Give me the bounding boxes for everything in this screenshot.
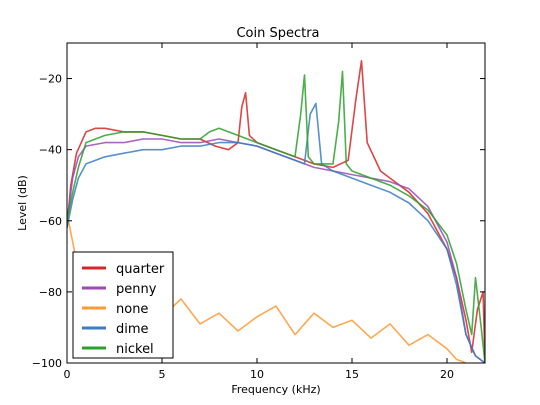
x-tick-label: 10 <box>250 368 264 381</box>
x-tick-label: 15 <box>345 368 359 381</box>
y-axis-title: Level (dB) <box>16 175 29 231</box>
legend-label-none: none <box>116 302 148 317</box>
y-tick-label: −40 <box>39 144 62 157</box>
tick-layer: 0 5 10 15 20 −100 −80 −60 −40 −20 <box>32 43 485 381</box>
series-line-nickel <box>67 70 485 363</box>
legend: quarter penny none dime nickel <box>72 251 174 359</box>
x-axis-title: Frequency (kHz) <box>231 383 320 396</box>
plot-frame <box>66 42 486 364</box>
legend-label-dime: dime <box>116 322 149 337</box>
legend-label-nickel: nickel <box>116 342 154 357</box>
x-tick-label: 5 <box>159 368 166 381</box>
x-tick-label: 20 <box>440 368 454 381</box>
series-line-dime <box>67 102 485 363</box>
y-tick-label: −100 <box>32 357 62 370</box>
y-tick-label: −80 <box>39 286 62 299</box>
chart-title: Coin Spectra <box>236 26 319 41</box>
legend-label-penny: penny <box>116 282 157 297</box>
y-tick-label: −20 <box>39 73 62 86</box>
x-tick-label: 0 <box>64 368 71 381</box>
y-tick-label: −60 <box>39 215 62 228</box>
legend-label-quarter: quarter <box>116 262 165 277</box>
legend-box <box>72 251 174 359</box>
